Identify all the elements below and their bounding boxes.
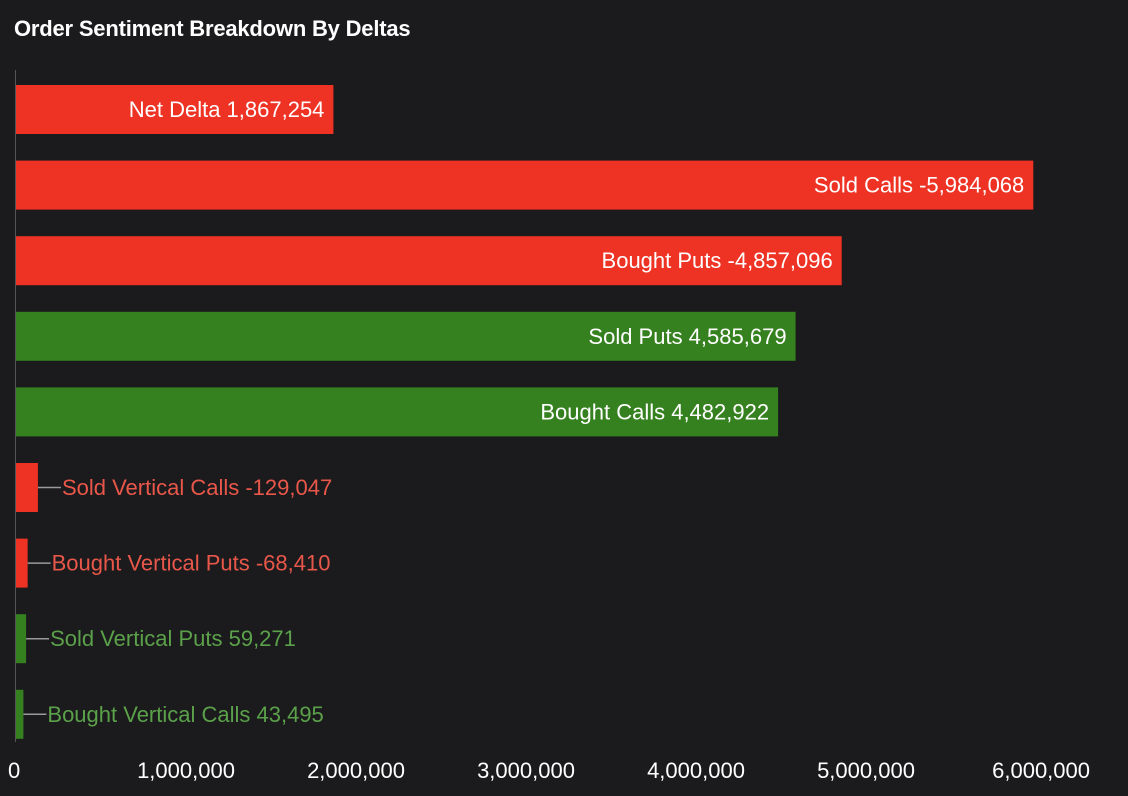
bar-label-3: Bought Puts -4,857,096 — [602, 248, 833, 273]
bar-label-1: Net Delta 1,867,254 — [129, 97, 325, 122]
bar-label-9: Bought Vertical Calls 43,495 — [47, 702, 323, 727]
bar-2 — [16, 160, 1034, 210]
bars-group: Net Delta 1,867,254 Sold Calls -5,984,068… — [16, 85, 1034, 739]
bar-8 — [16, 614, 27, 664]
bar-label-6: Sold Vertical Calls -129,047 — [62, 475, 332, 500]
bar-9 — [16, 689, 24, 739]
bar-label-5: Bought Calls 4,482,922 — [540, 399, 769, 424]
x-tick-label-4: 4,000,000 — [647, 758, 745, 783]
bar-label-2: Sold Calls -5,984,068 — [814, 173, 1024, 198]
bar-4 — [16, 311, 796, 361]
bar-label-8: Sold Vertical Puts 59,271 — [50, 626, 296, 651]
x-tick-label-0: 0 — [8, 758, 20, 783]
x-tick-label-5: 5,000,000 — [817, 758, 915, 783]
bar-6 — [16, 463, 38, 512]
bar-1 — [16, 85, 334, 134]
bar-label-4: Sold Puts 4,585,679 — [588, 324, 786, 349]
x-axis-ticks: 0 1,000,000 2,000,000 3,000,000 4,000,000 5,0… — [8, 758, 1090, 783]
bar-7 — [16, 538, 28, 588]
x-tick-label-6: 6,000,000 — [992, 758, 1090, 783]
x-tick-label-3: 3,000,000 — [477, 758, 575, 783]
bar-3 — [16, 236, 842, 286]
x-tick-label-1: 1,000,000 — [137, 758, 235, 783]
chart-title: Order Sentiment Breakdown By Deltas — [14, 16, 411, 41]
bar-label-7: Bought Vertical Puts -68,410 — [52, 551, 331, 576]
bar-5 — [16, 387, 779, 437]
x-tick-label-2: 2,000,000 — [307, 758, 405, 783]
